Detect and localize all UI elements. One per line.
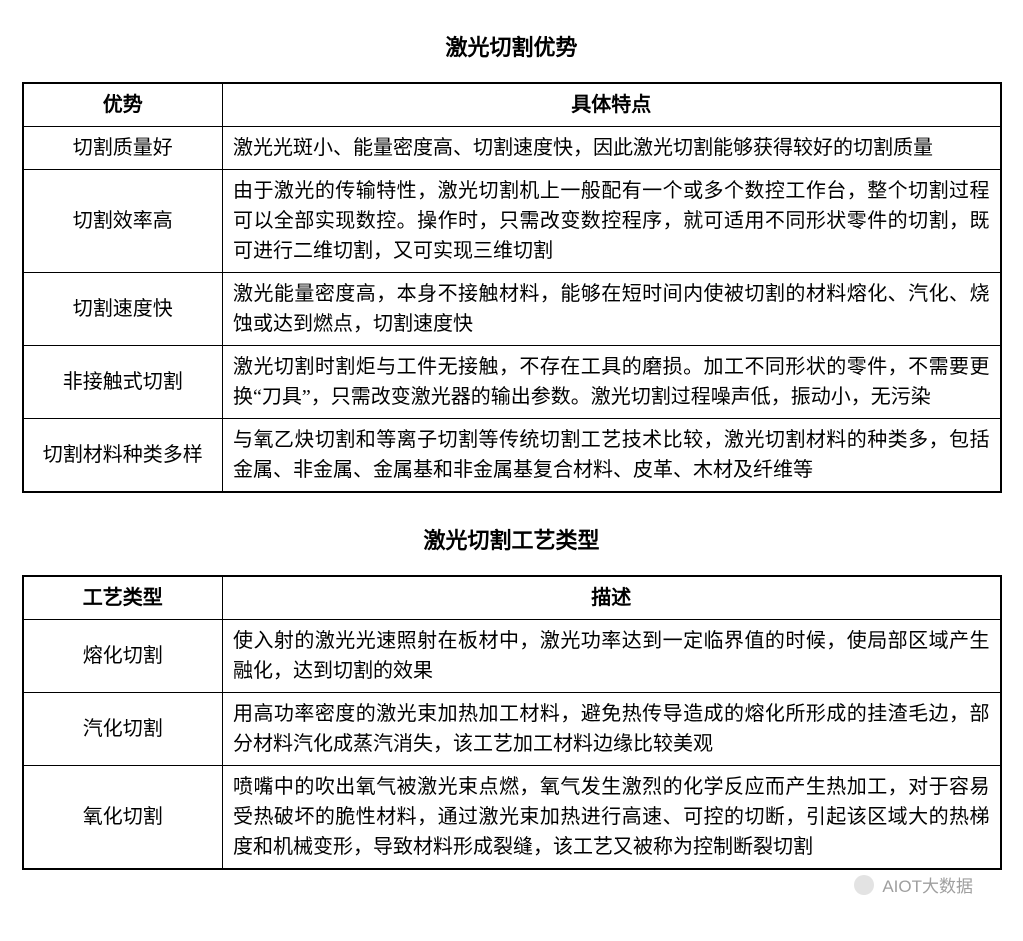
row-label: 切割质量好 <box>23 127 223 170</box>
table-row: 氧化切割 喷嘴中的吹出氧气被激光束点燃，氧气发生激烈的化学反应而产生热加工，对于… <box>23 766 1001 870</box>
row-label: 切割效率高 <box>23 170 223 273</box>
table2-title: 激光切割工艺类型 <box>20 523 1003 555</box>
table-row: 切割材料种类多样 与氧乙炔切割和等离子切割等传统切割工艺技术比较，激光切割材料的… <box>23 419 1001 493</box>
row-desc: 由于激光的传输特性，激光切割机上一般配有一个或多个数控工作台，整个切割过程可以全… <box>223 170 1001 273</box>
table-row: 汽化切割 用高功率密度的激光束加热加工材料，避免热传导造成的熔化所形成的挂渣毛边… <box>23 693 1001 766</box>
row-label: 熔化切割 <box>23 620 223 693</box>
row-label: 切割速度快 <box>23 273 223 346</box>
row-desc: 使入射的激光光速照射在板材中，激光功率达到一定临界值的时候，使局部区域产生融化，… <box>223 620 1001 693</box>
advantages-table: 优势 具体特点 切割质量好 激光光斑小、能量密度高、切割速度快，因此激光切割能够… <box>22 82 1002 493</box>
row-desc: 喷嘴中的吹出氧气被激光束点燃，氧气发生激烈的化学反应而产生热加工，对于容易受热破… <box>223 766 1001 870</box>
table-row: 切割效率高 由于激光的传输特性，激光切割机上一般配有一个或多个数控工作台，整个切… <box>23 170 1001 273</box>
table1-title: 激光切割优势 <box>20 30 1003 62</box>
process-types-table: 工艺类型 描述 熔化切割 使入射的激光光速照射在板材中，激光功率达到一定临界值的… <box>22 575 1002 870</box>
row-desc: 与氧乙炔切割和等离子切割等传统切割工艺技术比较，激光切割材料的种类多，包括金属、… <box>223 419 1001 493</box>
table1-header-col2: 具体特点 <box>223 83 1001 127</box>
table2-header-col2: 描述 <box>223 576 1001 620</box>
table-row: 熔化切割 使入射的激光光速照射在板材中，激光功率达到一定临界值的时候，使局部区域… <box>23 620 1001 693</box>
row-label: 氧化切割 <box>23 766 223 870</box>
watermark-text: AIOT大数据 <box>882 877 973 896</box>
row-label: 切割材料种类多样 <box>23 419 223 493</box>
row-desc: 激光切割时割炬与工件无接触，不存在工具的磨损。加工不同形状的零件，不需要更换“刀… <box>223 346 1001 419</box>
table-row: 切割质量好 激光光斑小、能量密度高、切割速度快，因此激光切割能够获得较好的切割质… <box>23 127 1001 170</box>
watermark-icon <box>853 874 875 901</box>
table-header-row: 优势 具体特点 <box>23 83 1001 127</box>
table1-header-col1: 优势 <box>23 83 223 127</box>
row-label: 汽化切割 <box>23 693 223 766</box>
row-label: 非接触式切割 <box>23 346 223 419</box>
table-header-row: 工艺类型 描述 <box>23 576 1001 620</box>
watermark: AIOT大数据 <box>853 872 973 901</box>
table-row: 非接触式切割 激光切割时割炬与工件无接触，不存在工具的磨损。加工不同形状的零件，… <box>23 346 1001 419</box>
row-desc: 用高功率密度的激光束加热加工材料，避免热传导造成的熔化所形成的挂渣毛边，部分材料… <box>223 693 1001 766</box>
table-row: 切割速度快 激光能量密度高，本身不接触材料，能够在短时间内使被切割的材料熔化、汽… <box>23 273 1001 346</box>
row-desc: 激光光斑小、能量密度高、切割速度快，因此激光切割能够获得较好的切割质量 <box>223 127 1001 170</box>
row-desc: 激光能量密度高，本身不接触材料，能够在短时间内使被切割的材料熔化、汽化、烧蚀或达… <box>223 273 1001 346</box>
table2-header-col1: 工艺类型 <box>23 576 223 620</box>
